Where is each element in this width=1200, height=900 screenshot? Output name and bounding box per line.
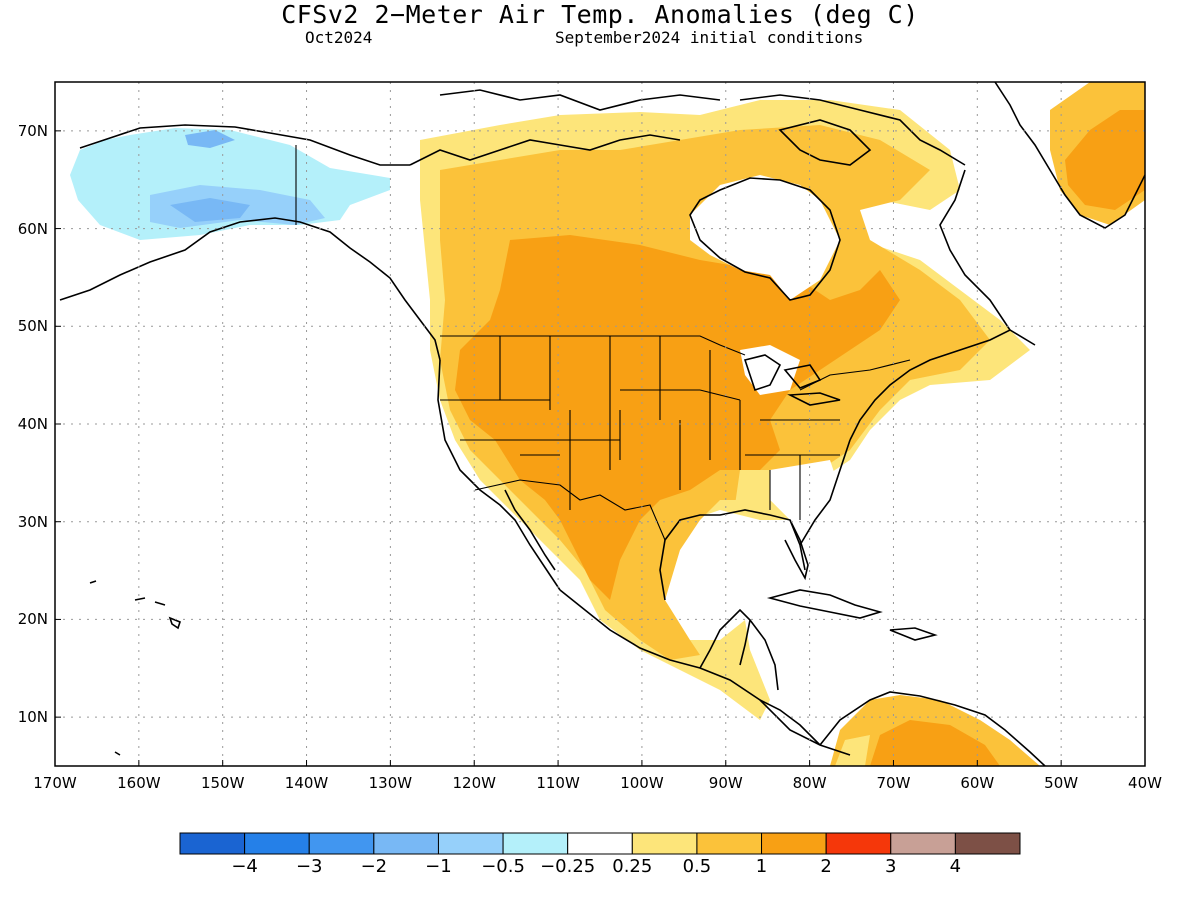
lon-label: 110W: [536, 774, 580, 792]
east-coast: [849, 329, 1036, 441]
coastlines: [59, 82, 1145, 766]
colorbar-swatch: [631, 832, 698, 855]
colorbar-swatch: [890, 832, 956, 855]
hawaii-islands: [89, 580, 181, 756]
colorbar-swatch: [244, 832, 310, 855]
lat-label: 10N: [17, 708, 48, 727]
state-lines: [440, 336, 840, 520]
arctic-coast: [409, 134, 681, 166]
colorbar-swatch: [308, 832, 375, 855]
lat-label: 50N: [17, 317, 48, 336]
initial-conditions: September2024 initial conditions: [555, 28, 864, 47]
central-america-coast: [749, 619, 821, 746]
lat-label: 60N: [17, 219, 48, 238]
map-title: CFSv2 2−Meter Air Temp. Anomalies (deg C…: [281, 0, 919, 29]
colorbar-label: −1: [425, 856, 452, 877]
lon-label: 60W: [960, 774, 995, 792]
alaska-north-cool-spot: [185, 130, 235, 148]
cuba-outline: [766, 589, 883, 619]
lon-label: 130W: [368, 774, 413, 792]
florida-outline: [784, 519, 809, 581]
southeast-weak-region: [770, 460, 840, 540]
colorbar-label: 0.5: [682, 856, 712, 877]
colorbar-swatch: [696, 832, 763, 855]
lon-label: 90W: [708, 774, 743, 792]
arctic-islands: [439, 89, 966, 166]
colorbar-swatch: [437, 832, 504, 855]
political-borders: [295, 145, 911, 541]
colorbar: [179, 832, 1021, 855]
colorbar-swatch: [567, 832, 633, 855]
us-mexico-border: [474, 479, 666, 541]
lon-label: 80W: [792, 774, 827, 792]
yucatan-coast: [699, 608, 751, 669]
lon-label: 170W: [33, 774, 77, 792]
south-america-strong-warm-region: [870, 720, 1000, 766]
colorbar-swatch: [825, 832, 892, 855]
colorbar-swatch: [761, 832, 827, 855]
lon-label: 40W: [1128, 774, 1162, 792]
lon-label: 120W: [452, 774, 496, 792]
lon-label: 160W: [117, 774, 161, 792]
colorbar-label: 2: [820, 856, 832, 877]
hudson-bay-area: [690, 175, 840, 300]
graticule: [55, 82, 1145, 766]
labrador-coast: [939, 169, 1011, 331]
lat-label: 40N: [17, 415, 48, 433]
colorbar-label: −0.25: [540, 856, 596, 877]
axis-ticks: [54, 130, 1146, 766]
hudson-bay-coast: [689, 177, 841, 301]
alaska-cool-core: [170, 198, 250, 222]
colorbar-swatch: [954, 832, 1021, 855]
anomaly-fields: [70, 82, 1145, 766]
colorbar-swatch: [502, 832, 569, 855]
colorbar-label: −4: [231, 856, 258, 877]
colorbar-label: 4: [949, 856, 962, 877]
baja-coast: [504, 489, 556, 571]
lat-label: 70N: [17, 121, 48, 140]
colorbar-label: −2: [360, 856, 388, 877]
forecast-month: Oct2024: [305, 28, 373, 47]
hispaniola-outline: [889, 627, 938, 641]
lon-label: 70W: [876, 774, 911, 792]
colorbar-label: 1: [755, 856, 768, 877]
south-america-light-region: [835, 735, 870, 766]
south-america-coast: [819, 691, 1046, 766]
colorbar-swatch: [179, 832, 246, 855]
greenland-strong-warm-region: [1065, 110, 1145, 210]
lat-label: 20N: [17, 610, 48, 629]
lon-label: 140W: [284, 774, 329, 792]
colorbar-swatch: [373, 832, 439, 855]
na-strong-warm-region: [455, 235, 900, 600]
west-coast: [437, 359, 561, 591]
alaska-coastline: [59, 124, 441, 361]
lon-label: 50W: [1044, 774, 1079, 792]
lat-label: 30N: [17, 512, 48, 531]
southeast-light-region: [735, 470, 790, 520]
colorbar-label: −0.5: [481, 856, 525, 877]
colorbar-label: −3: [295, 856, 323, 877]
lon-label: 100W: [620, 774, 664, 792]
colorbar-label: 0.25: [612, 856, 653, 877]
us-canada-border: [440, 335, 911, 391]
lon-label: 150W: [200, 774, 245, 792]
greenland-coast: [994, 82, 1145, 229]
colorbar-label: 3: [885, 856, 897, 877]
